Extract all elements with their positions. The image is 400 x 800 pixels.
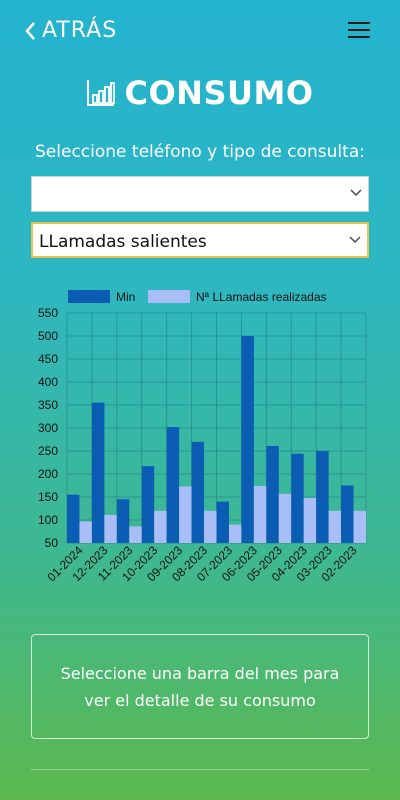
y-tick-label: 500 — [38, 329, 58, 343]
page-header: CONSUMO — [0, 74, 400, 112]
bar-min[interactable] — [166, 427, 180, 543]
info-box: Seleccione una barra del mes para ver el… — [31, 634, 369, 739]
legend-swatch-calls — [148, 290, 190, 303]
y-tick-label: 200 — [38, 467, 58, 481]
y-tick-label: 250 — [38, 444, 58, 458]
bar-calls[interactable] — [154, 510, 167, 543]
bar-calls[interactable] — [79, 521, 92, 543]
y-tick-label: 350 — [38, 398, 58, 412]
bar-calls[interactable] — [328, 510, 342, 543]
legend-label-min: Min — [116, 290, 135, 304]
bar-calls[interactable] — [204, 510, 217, 543]
bar-chart-icon — [87, 80, 116, 106]
y-tick-label: 100 — [38, 513, 58, 527]
chevron-left-icon — [25, 21, 35, 40]
back-label: ATRÁS — [42, 18, 118, 43]
bar-calls[interactable] — [303, 497, 317, 543]
bar-calls[interactable] — [104, 514, 117, 543]
chevron-down-icon — [349, 236, 361, 243]
bar-calls[interactable] — [353, 510, 366, 543]
back-button[interactable]: ATRÁS — [24, 18, 117, 43]
divider — [31, 769, 369, 770]
y-tick-label: 300 — [38, 421, 58, 435]
bar-min[interactable] — [191, 441, 205, 543]
bar-min[interactable] — [316, 451, 329, 543]
consumption-chart[interactable]: Min Nª LLamadas realizadas 50 100 150 200 250 3… — [0, 284, 400, 604]
info-text: Seleccione una barra del mes para ver el… — [60, 663, 340, 710]
bar-min[interactable] — [91, 402, 105, 543]
legend-swatch-min — [68, 290, 110, 303]
y-tick-label: 50 — [45, 536, 59, 550]
bar-min[interactable] — [141, 466, 155, 543]
bar-min[interactable] — [341, 485, 354, 544]
y-tick-label: 450 — [38, 352, 58, 366]
bar-min[interactable] — [241, 336, 254, 543]
bar-calls[interactable] — [253, 485, 267, 543]
bar-min[interactable] — [116, 499, 130, 543]
page-subtitle: Seleccione teléfono y tipo de consulta: — [35, 142, 365, 162]
bar-calls[interactable] — [129, 526, 142, 543]
bar-min[interactable] — [67, 494, 80, 543]
hamburger-menu-icon[interactable] — [348, 22, 370, 40]
bar-min[interactable] — [266, 445, 279, 543]
bar-calls[interactable] — [179, 486, 192, 543]
query-type-select-value: LLamadas salientes — [39, 232, 207, 252]
bar-calls[interactable] — [278, 493, 292, 543]
legend-label-calls: Nª LLamadas realizadas — [196, 290, 327, 304]
query-type-select[interactable]: LLamadas salientes — [31, 222, 369, 258]
y-tick-label: 400 — [38, 375, 58, 389]
y-tick-label: 550 — [38, 306, 58, 320]
top-bar: ATRÁS — [0, 0, 400, 64]
chevron-down-icon — [350, 189, 362, 196]
bar-min[interactable] — [291, 453, 304, 543]
phone-select[interactable] — [31, 176, 369, 212]
page-title: CONSUMO — [124, 74, 314, 112]
bar-min[interactable] — [216, 501, 229, 543]
bar-calls[interactable] — [228, 524, 242, 543]
y-tick-label: 150 — [38, 490, 58, 504]
